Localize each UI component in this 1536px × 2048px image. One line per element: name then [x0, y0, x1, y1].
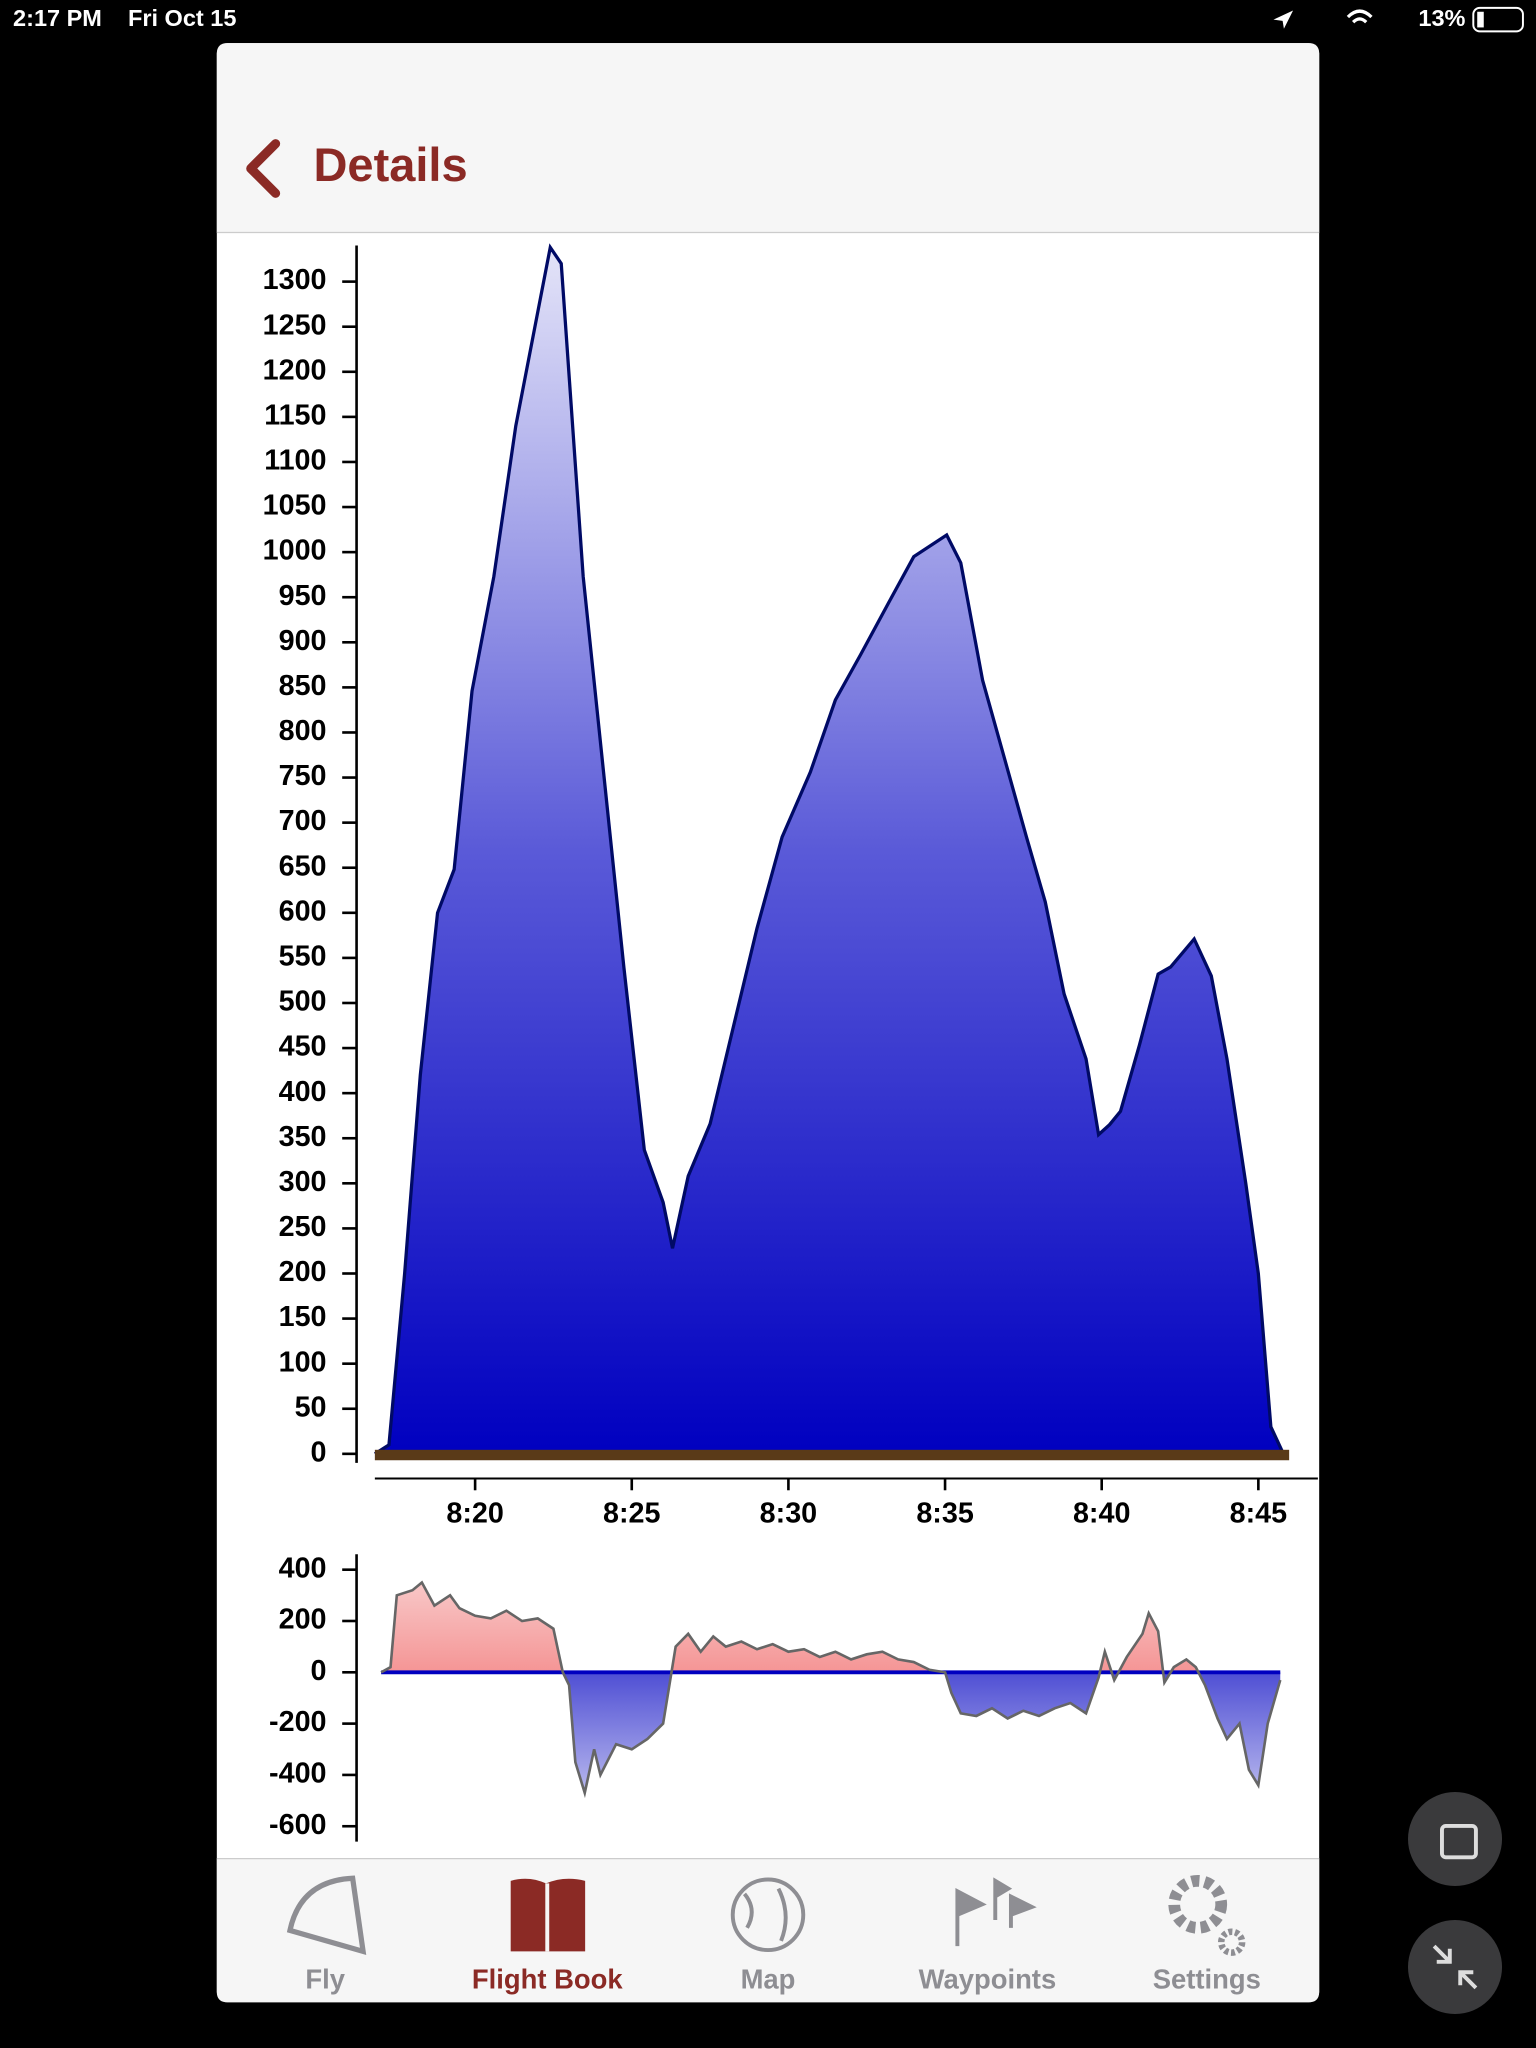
y-tick-label: 650	[279, 850, 327, 882]
y-tick-label: 200	[279, 1604, 327, 1636]
ground-strip	[374, 1449, 1290, 1461]
y-tick-label: 1150	[264, 399, 326, 431]
battery-percent: 13%	[1418, 5, 1465, 31]
y-tick-label: 150	[279, 1301, 327, 1333]
minimize-button[interactable]	[1408, 1920, 1503, 2015]
y-tick-label: 550	[279, 940, 327, 972]
tab-waypoints[interactable]: Waypoints	[919, 1877, 1057, 1995]
tab-bar	[216, 1858, 1320, 2003]
tab-label: Settings	[1153, 1964, 1261, 1995]
rotate-button[interactable]	[1408, 1792, 1503, 1887]
minimize-icon	[1432, 1944, 1478, 1990]
y-tick-label: 800	[279, 715, 327, 747]
y-tick-label: 1250	[263, 309, 327, 341]
x-tick-label: 8:45	[1230, 1498, 1288, 1530]
x-tick-label: 8:35	[916, 1498, 974, 1530]
y-tick-label: 750	[279, 760, 327, 792]
charts: 0 50 100 150 200 250 300 350 400 450 500 550 600 650 7…	[263, 243, 1318, 1842]
y-tick-label: 700	[279, 805, 327, 837]
status-date: Fri Oct 15	[128, 5, 236, 31]
y-tick-label: 450	[279, 1031, 327, 1063]
y-tick-label: 0	[311, 1655, 327, 1687]
y-tick-label: -200	[269, 1706, 326, 1738]
gear-small-icon	[1217, 1928, 1246, 1956]
y-tick-label: 100	[279, 1346, 327, 1378]
flags-icon	[955, 1877, 1037, 1947]
y-tick-label: 1100	[264, 445, 326, 477]
y-tick-label: 1200	[263, 354, 327, 386]
y-tick-label: 900	[279, 625, 327, 657]
y-tick-label: 250	[279, 1211, 327, 1243]
location-icon	[1273, 10, 1294, 29]
x-tick-label: 8:30	[760, 1498, 817, 1530]
tab-label: Fly	[305, 1964, 345, 1995]
globe-icon	[730, 1877, 806, 1952]
y-tick-label: 400	[279, 1076, 327, 1108]
y-tick-label: 0	[311, 1436, 327, 1468]
y-tick-label: 350	[279, 1121, 327, 1153]
y-tick-label: 1050	[263, 490, 327, 522]
tab-flight-book[interactable]: Flight Book	[472, 1878, 623, 1995]
y-tick-label: 500	[279, 986, 327, 1018]
y-tick-label: 600	[279, 895, 327, 927]
status-time: 2:17 PM	[13, 5, 102, 31]
tab-settings[interactable]: Settings	[1153, 1874, 1261, 1995]
x-tick-label: 8:25	[603, 1498, 661, 1530]
x-tick-label: 8:40	[1073, 1498, 1130, 1530]
y-tick-label: 1000	[263, 535, 327, 567]
gear-icon	[1168, 1874, 1228, 1934]
y-tick-label: -600	[269, 1809, 326, 1841]
y-tick-label: -400	[269, 1758, 326, 1790]
y-tick-label: 850	[279, 670, 327, 702]
altitude-area	[374, 247, 1284, 1454]
tab-label: Waypoints	[919, 1964, 1057, 1995]
rotate-icon	[1439, 1823, 1478, 1860]
y-tick-label: 50	[295, 1391, 327, 1423]
battery-icon	[1472, 6, 1524, 33]
globe-lines	[742, 1887, 788, 1942]
y-tick-label: 400	[279, 1552, 327, 1584]
tab-map[interactable]: Map	[730, 1877, 806, 1995]
tab-label: Flight Book	[472, 1964, 623, 1995]
y-tick-label: 1300	[263, 264, 327, 296]
back-button[interactable]	[246, 139, 281, 198]
tab-label: Map	[741, 1964, 796, 1995]
y-tick-label: 950	[279, 580, 327, 612]
climb-area	[381, 1582, 1199, 1673]
vario-line	[380, 1580, 1282, 1799]
y-tick-label: 200	[279, 1256, 327, 1288]
nav-bar	[216, 43, 1320, 233]
fly-icon	[286, 1875, 367, 1955]
altitude-line	[373, 243, 1285, 1456]
nav-title: Details	[313, 138, 467, 191]
battery-level	[1477, 11, 1484, 28]
tab-fly[interactable]: Fly	[286, 1875, 367, 1995]
y-tick-label: 300	[279, 1166, 327, 1198]
x-tick-label: 8:20	[446, 1498, 503, 1530]
wifi-icon	[1346, 9, 1373, 24]
